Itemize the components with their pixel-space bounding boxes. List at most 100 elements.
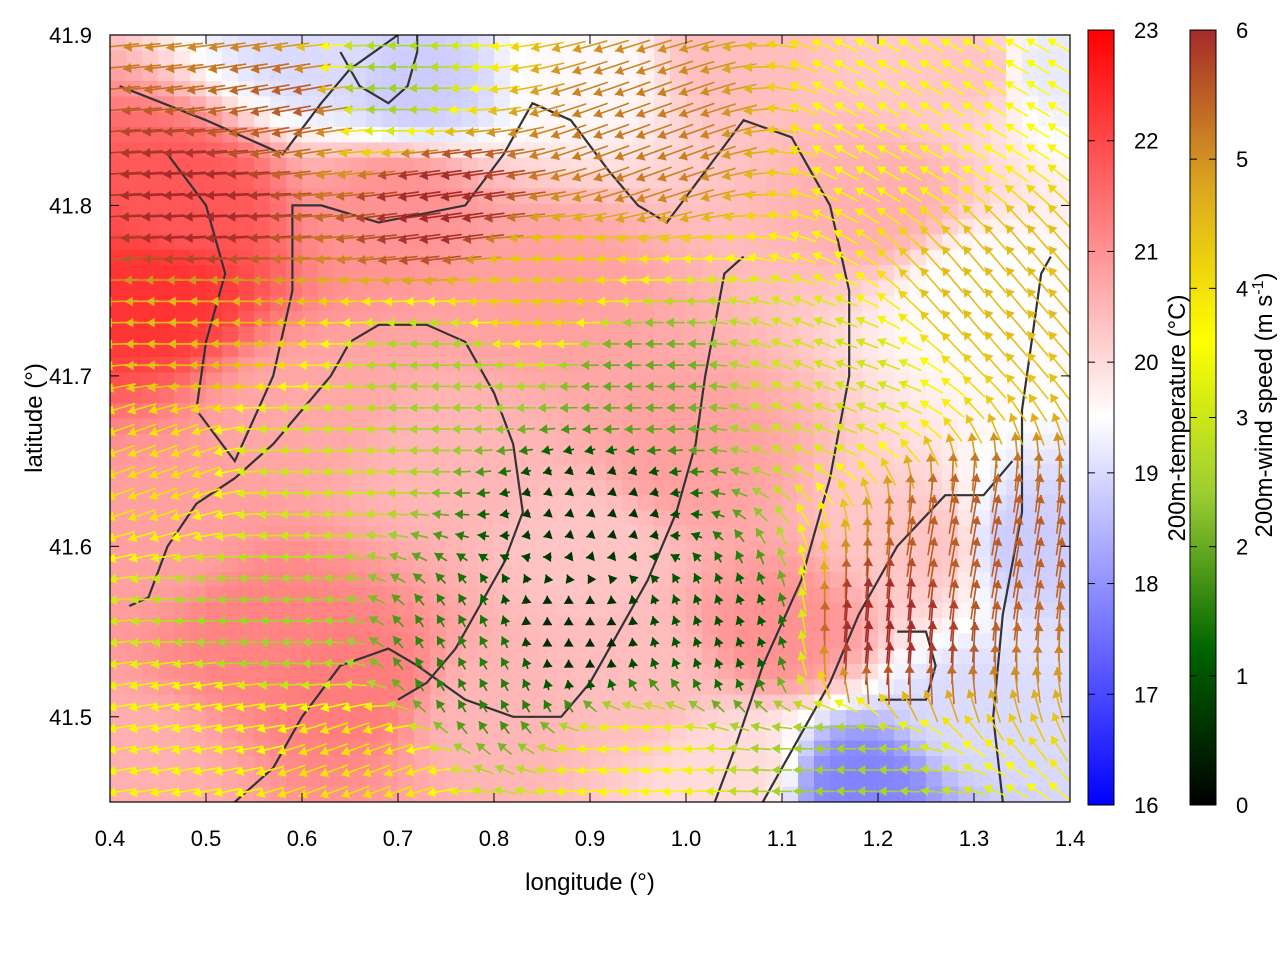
temperature-cell	[670, 434, 687, 450]
temperature-cell	[286, 388, 303, 404]
temperature-cell	[494, 327, 511, 343]
temperature-cell	[670, 158, 687, 174]
temperature-cell	[670, 327, 687, 343]
temperature-cell	[718, 664, 735, 680]
temperature-cell	[990, 81, 1007, 97]
temperature-cell	[286, 495, 303, 511]
temperature-cell	[238, 327, 255, 343]
temperature-cell	[606, 603, 623, 619]
temperature-cell	[782, 710, 799, 726]
x-tick-label: 0.6	[287, 826, 318, 851]
temperature-cell	[686, 158, 703, 174]
temperature-cell	[574, 434, 591, 450]
temperature-cell	[846, 480, 863, 496]
temperature-cell	[958, 66, 975, 82]
temperature-cell	[366, 327, 383, 343]
temperature-cell	[302, 219, 319, 235]
temperature-cell	[622, 572, 639, 588]
temperature-cell	[622, 434, 639, 450]
temperature-cell	[894, 173, 911, 189]
temperature-cell	[878, 342, 895, 358]
temperature-cell	[542, 787, 559, 803]
temperature-cell	[126, 710, 143, 726]
temperature-cell	[622, 50, 639, 66]
temperature-cell	[862, 35, 879, 51]
temperature-cell	[510, 296, 527, 312]
temperature-cell	[526, 495, 543, 511]
temperature-cell	[462, 327, 479, 343]
temperature-cell	[574, 541, 591, 557]
temperature-cell	[158, 388, 175, 404]
temperature-cell	[750, 771, 767, 787]
temperature-cell	[430, 219, 447, 235]
temperature-cell	[350, 296, 367, 312]
temperature-cell	[702, 280, 719, 296]
temperature-cell	[238, 495, 255, 511]
temperature-cell	[286, 219, 303, 235]
temperature-cell	[478, 327, 495, 343]
temperature-cell	[254, 50, 271, 66]
temperature-cell	[526, 280, 543, 296]
temperature-cell	[222, 219, 239, 235]
temperature-cell	[222, 541, 239, 557]
colorbar-tick-label: 6	[1236, 18, 1248, 43]
temperature-cell	[462, 296, 479, 312]
temperature-cell	[350, 511, 367, 527]
temperature-cell	[510, 265, 527, 281]
x-tick-label: 0.9	[575, 826, 606, 851]
temperature-cell	[286, 679, 303, 695]
temperature-cell	[350, 526, 367, 542]
temperature-cell	[334, 557, 351, 573]
colorbar-tick-label: 4	[1236, 276, 1248, 301]
temperature-cell	[1054, 357, 1071, 373]
temperature-cell	[350, 419, 367, 435]
temperature-cell	[814, 388, 831, 404]
temperature-cell	[878, 526, 895, 542]
temperature-cell	[206, 664, 223, 680]
temperature-cell	[174, 603, 191, 619]
temperature-cell	[398, 35, 415, 51]
temperature-cell	[334, 710, 351, 726]
temperature-cell	[558, 434, 575, 450]
temperature-cell	[350, 449, 367, 465]
temperature-cell	[686, 710, 703, 726]
temperature-cell	[302, 541, 319, 557]
colorbar-tick-label: 1	[1236, 664, 1248, 689]
temperature-cell	[398, 327, 415, 343]
temperature-cell	[910, 449, 927, 465]
temperature-cell	[158, 572, 175, 588]
temperature-cell	[334, 495, 351, 511]
temperature-cell	[142, 388, 159, 404]
temperature-cell	[398, 419, 415, 435]
temperature-cell	[110, 112, 127, 128]
temperature-cell	[190, 296, 207, 312]
temperature-cell	[302, 572, 319, 588]
temperature-cell	[702, 296, 719, 312]
temperature-cell	[686, 280, 703, 296]
temperature-cell	[286, 434, 303, 450]
temperature-cell	[638, 511, 655, 527]
temperature-cell	[110, 327, 127, 343]
temperature-cell	[542, 280, 559, 296]
temperature-cell	[302, 495, 319, 511]
temperature-cell	[110, 311, 127, 327]
temperature-cell	[366, 603, 383, 619]
temperature-cell	[878, 710, 895, 726]
temperature-cell	[206, 158, 223, 174]
temperature-cell	[366, 280, 383, 296]
temperature-cell	[574, 633, 591, 649]
temperature-cell	[558, 603, 575, 619]
temperature-cell	[286, 449, 303, 465]
temperature-cell	[622, 710, 639, 726]
temperature-cell	[862, 96, 879, 112]
temperature-cell	[718, 679, 735, 695]
temperature-cell	[398, 633, 415, 649]
temperature-cell	[222, 495, 239, 511]
temperature-cell	[462, 388, 479, 404]
temperature-cell	[510, 219, 527, 235]
temperature-cell	[782, 541, 799, 557]
temperature-cell	[366, 557, 383, 573]
temperature-cell	[830, 66, 847, 82]
y-axis-label: latitude (°)	[21, 363, 48, 473]
